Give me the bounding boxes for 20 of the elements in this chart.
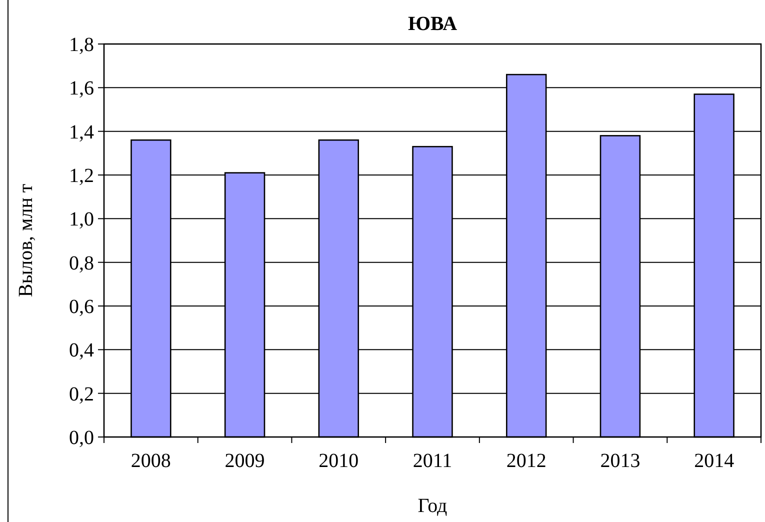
y-tick-label: 0,8 bbox=[69, 252, 94, 274]
y-tick-label: 1,8 bbox=[69, 34, 94, 56]
y-tick-label: 0,6 bbox=[69, 296, 94, 318]
y-tick-label: 0,4 bbox=[69, 340, 94, 362]
y-tick-label: 1,2 bbox=[69, 165, 94, 187]
y-axis-title: Вылов, млн т bbox=[15, 184, 37, 298]
x-tick-label: 2010 bbox=[318, 450, 359, 472]
x-tick-label: 2009 bbox=[224, 450, 265, 472]
x-tick-label: 2011 bbox=[412, 450, 452, 472]
x-tick-label: 2008 bbox=[130, 450, 171, 472]
x-axis-title: Год bbox=[418, 495, 448, 517]
y-tick-label: 1,0 bbox=[69, 208, 94, 231]
x-tick-label: 2014 bbox=[694, 450, 734, 472]
y-tick-label: 0,2 bbox=[69, 383, 94, 406]
x-tick-label: 2013 bbox=[600, 450, 640, 472]
y-tick-label: 1,4 bbox=[69, 121, 94, 144]
y-tick-label: 1,6 bbox=[69, 78, 94, 100]
x-tick-label: 2012 bbox=[506, 450, 546, 472]
y-tick-label: 0,0 bbox=[69, 427, 94, 449]
chart-title: ЮВА bbox=[408, 13, 458, 35]
